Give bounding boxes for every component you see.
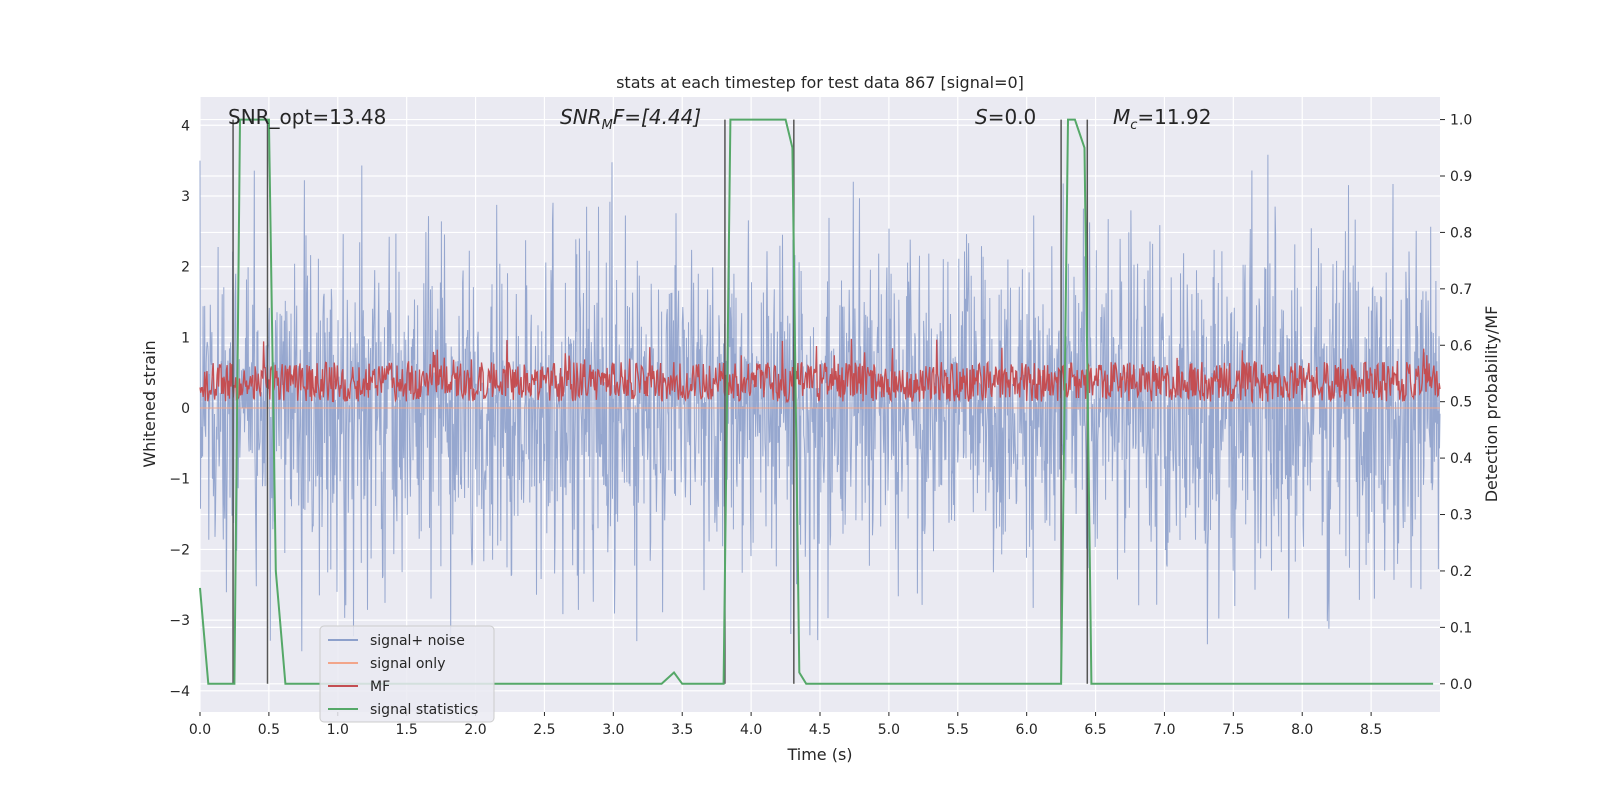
snr-mf-rest: F=[4.44] bbox=[613, 105, 701, 129]
x-tick-label: 7.0 bbox=[1153, 722, 1175, 738]
legend-label-signal-only: signal only bbox=[370, 656, 445, 672]
y-right-tick-label: 0.1 bbox=[1450, 620, 1472, 636]
snr-mf-main: SNR bbox=[560, 105, 602, 129]
x-tick-label: 6.5 bbox=[1084, 722, 1106, 738]
x-tick-label: 7.5 bbox=[1222, 722, 1244, 738]
x-tick-labels: 0.0 0.5 1.0 1.5 2.0 2.5 3.0 3.5 4.0 4.5 5.0 5.5 6.0 6… bbox=[189, 712, 1382, 738]
legend-label-mf: MF bbox=[370, 679, 390, 695]
y-right-tick-label: 0.2 bbox=[1450, 564, 1472, 580]
x-tick-label: 2.0 bbox=[464, 722, 486, 738]
y-tick-label: −3 bbox=[169, 613, 190, 629]
y-tick-label: 2 bbox=[181, 260, 190, 276]
y-right-tick-label: 0.5 bbox=[1450, 395, 1472, 411]
x-tick-label: 1.0 bbox=[327, 722, 349, 738]
x-tick-label: 2.5 bbox=[533, 722, 555, 738]
legend: signal+ noise signal only MF signal stat… bbox=[319, 625, 495, 723]
s-rest: =0.0 bbox=[988, 105, 1037, 129]
y-tick-label: 1 bbox=[181, 330, 190, 346]
s-annotation: S=0.0 bbox=[975, 105, 1036, 129]
x-tick-label: 4.0 bbox=[740, 722, 762, 738]
signal-statistics-line bbox=[199, 118, 1434, 685]
x-tick-label: 6.0 bbox=[1016, 722, 1038, 738]
snr-mf-sub: M bbox=[602, 118, 613, 133]
snr-opt-annotation: SNR_opt=13.48 bbox=[228, 105, 386, 129]
signal-statistics-series bbox=[199, 118, 1434, 685]
y-tick-label: −1 bbox=[169, 472, 190, 488]
y-right-tick-labels: 0.0 0.1 0.2 0.3 0.4 0.5 0.6 0.7 0.8 0.9 1.0 bbox=[1440, 113, 1472, 693]
x-tick-label: 4.5 bbox=[809, 722, 831, 738]
y-right-tick-label: 0.6 bbox=[1450, 338, 1472, 354]
y-tick-label: 4 bbox=[181, 118, 190, 134]
mc-annotation: Mc=11.92 bbox=[1113, 105, 1211, 133]
y-right-tick-label: 0.9 bbox=[1450, 169, 1472, 185]
x-axis-label: Time (s) bbox=[786, 745, 852, 764]
legend-label-signal-noise: signal+ noise bbox=[370, 633, 465, 649]
y-axis-label: Whitened strain bbox=[140, 340, 159, 467]
snr-mf-annotation: SNRMF=[4.44] bbox=[560, 105, 701, 133]
y-right-tick-label: 0.7 bbox=[1450, 282, 1472, 298]
y-tick-label: 0 bbox=[181, 401, 190, 417]
legend-box bbox=[319, 625, 495, 723]
y-right-tick-label: 0.3 bbox=[1450, 508, 1472, 524]
y-right-tick-label: 0.4 bbox=[1450, 451, 1472, 467]
x-tick-label: 3.5 bbox=[671, 722, 693, 738]
y-tick-labels: −4 −3 −2 −1 0 1 2 3 4 bbox=[169, 118, 190, 700]
mf-line bbox=[199, 338, 1441, 404]
chart-title: stats at each timestep for test data 867… bbox=[616, 73, 1024, 92]
x-tick-label: 0.5 bbox=[258, 722, 280, 738]
x-tick-label: 3.0 bbox=[602, 722, 624, 738]
s-main: S bbox=[975, 105, 988, 129]
y-right-axis-label: Detection probability/MF bbox=[1482, 306, 1501, 503]
x-tick-label: 5.0 bbox=[878, 722, 900, 738]
x-tick-label: 5.5 bbox=[947, 722, 969, 738]
y-tick-label: −2 bbox=[169, 542, 190, 558]
y-tick-label: 3 bbox=[181, 189, 190, 205]
y-tick-label: −4 bbox=[169, 684, 190, 700]
y-right-tick-label: 1.0 bbox=[1450, 113, 1472, 129]
x-tick-label: 8.0 bbox=[1291, 722, 1313, 738]
mf-series bbox=[199, 338, 1441, 404]
legend-label-signal-statistics: signal statistics bbox=[370, 702, 478, 718]
x-tick-label: 8.5 bbox=[1360, 722, 1382, 738]
mc-sub: c bbox=[1130, 118, 1137, 133]
y-right-tick-label: 0.0 bbox=[1450, 677, 1472, 693]
mc-main: M bbox=[1113, 105, 1130, 129]
y-right-tick-label: 0.8 bbox=[1450, 225, 1472, 241]
x-tick-label: 1.5 bbox=[396, 722, 418, 738]
mc-rest: =11.92 bbox=[1137, 105, 1211, 129]
x-tick-label: 0.0 bbox=[189, 722, 211, 738]
